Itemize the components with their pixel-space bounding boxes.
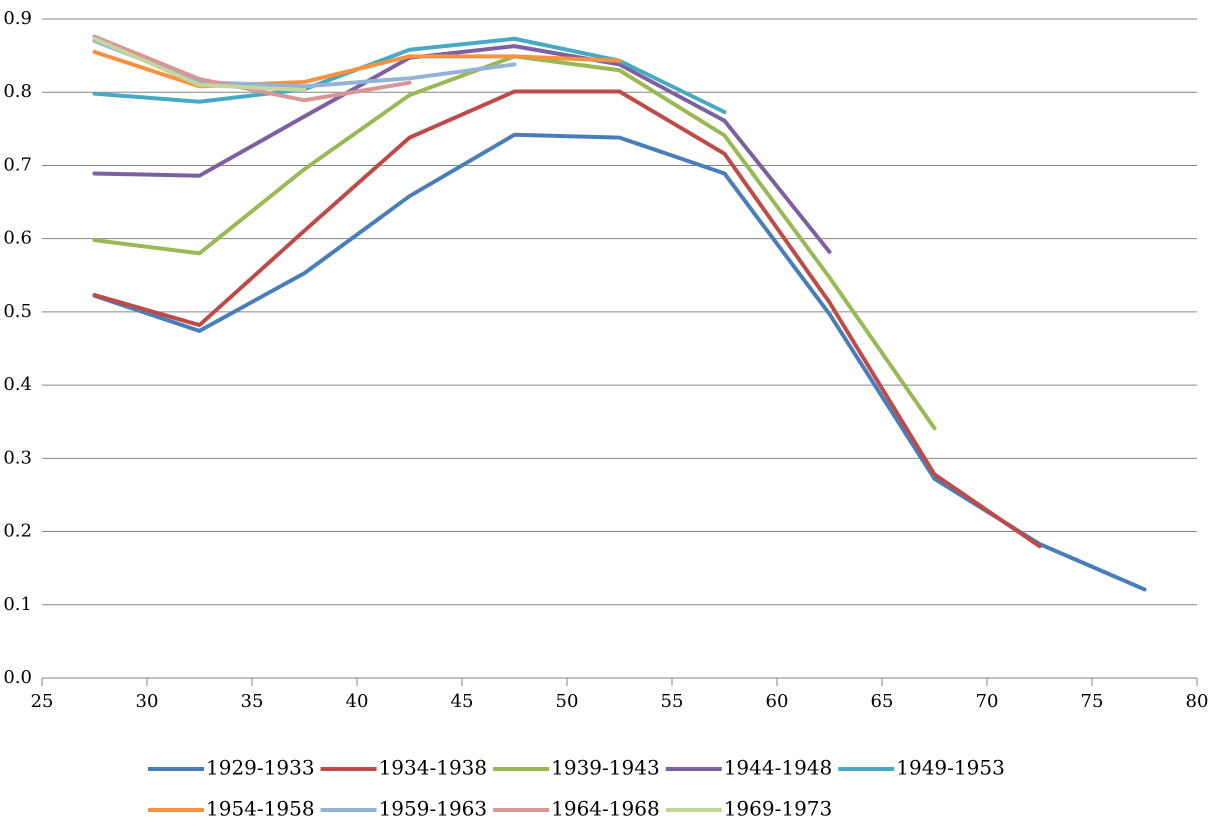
y-tick-label: 0.5: [3, 301, 32, 322]
x-tick-label: 40: [346, 691, 369, 712]
series-line: [92, 49, 622, 89]
y-tick-label: 0.3: [3, 447, 32, 468]
legend-label: 1964-1968: [551, 797, 660, 821]
x-tick-label: 65: [871, 691, 894, 712]
legend-label: 1959-1963: [379, 797, 488, 821]
y-tick-label: 0.9: [3, 8, 32, 29]
x-tick-label: 60: [766, 691, 789, 712]
y-tick-label: 0.1: [3, 594, 32, 615]
legend-label: 1934-1938: [379, 756, 488, 780]
legend-label: 1929-1933: [206, 756, 315, 780]
x-tick-label: 35: [241, 691, 264, 712]
legend-label: 1969-1973: [724, 797, 833, 821]
x-tick-label: 25: [31, 691, 54, 712]
y-tick-label: 0.4: [3, 374, 32, 395]
x-tick-label: 45: [451, 691, 474, 712]
x-tick-label: 80: [1186, 691, 1209, 712]
series-line: [92, 132, 1147, 592]
y-tick-label: 0.0: [3, 667, 32, 688]
legend-label: 1939-1943: [551, 756, 660, 780]
y-tick-label: 0.7: [3, 154, 32, 175]
y-tick-label: 0.8: [3, 81, 32, 102]
y-tick-label: 0.2: [3, 521, 32, 542]
x-tick-label: 70: [976, 691, 999, 712]
legend-label: 1949-1953: [896, 756, 1005, 780]
x-tick-label: 75: [1081, 691, 1104, 712]
x-tick-label: 50: [556, 691, 579, 712]
legend-label: 1944-1948: [724, 756, 833, 780]
series-line: [92, 54, 937, 431]
y-tick-label: 0.6: [3, 228, 32, 249]
series-line: [92, 36, 307, 93]
series-line: [92, 44, 832, 254]
series-line: [92, 89, 1042, 549]
x-tick-label: 55: [661, 691, 684, 712]
x-tick-label: 30: [136, 691, 159, 712]
series-line: [92, 34, 412, 103]
legend-label: 1954-1958: [206, 797, 315, 821]
